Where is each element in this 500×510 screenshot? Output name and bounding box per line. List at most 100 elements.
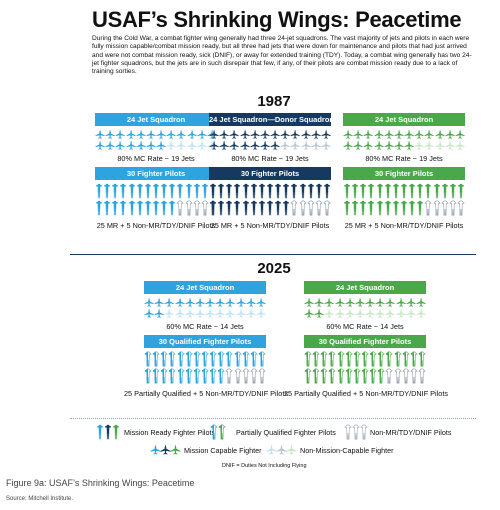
non-mr-pilot-icon	[234, 368, 241, 384]
mission-capable-jet-icon	[355, 297, 365, 307]
mission-capable-jet-icon	[424, 129, 434, 139]
partially-qualified-pilot-icon	[250, 351, 257, 367]
year-2025-label: 2025	[257, 260, 291, 277]
mission-capable-jet-icon	[115, 129, 125, 139]
mission-capable-jet-icon	[126, 129, 136, 139]
partially-qualified-pilot-icon	[201, 368, 209, 384]
partially-qualified-pilot-icon	[210, 424, 218, 440]
mission-capable-jet-icon	[270, 129, 280, 139]
mission-ready-pilot-icon	[218, 200, 225, 216]
mission-capable-jet-icon	[105, 140, 115, 150]
partially-qualified-pilot-icon	[345, 351, 352, 367]
mission-ready-pilot-icon	[344, 183, 350, 199]
mission-capable-jet-icon	[144, 308, 154, 318]
mission-ready-pilot-icon	[352, 183, 359, 199]
jet-caption: 80% MC Rate ~ 19 Jets	[365, 154, 443, 163]
mission-capable-jet-icon	[374, 129, 384, 139]
mission-capable-jet-icon	[154, 308, 164, 318]
non-mission-capable-jet-icon	[236, 308, 246, 318]
mission-ready-pilot-icon	[409, 200, 416, 216]
mission-ready-pilot-icon	[128, 183, 135, 199]
mission-capable-jet-icon	[304, 297, 314, 307]
mission-capable-jet-icon	[260, 140, 270, 150]
mission-capable-jet-icon	[375, 297, 385, 307]
mission-capable-jet-icon	[304, 308, 314, 318]
mission-ready-pilot-icon	[417, 183, 424, 199]
mission-ready-pilot-icon	[234, 200, 241, 216]
partially-qualified-pilot-icon	[329, 351, 336, 367]
non-mr-pilot-icon	[258, 368, 266, 384]
partially-qualified-pilot-icon	[361, 351, 369, 367]
mission-ready-pilot-icon	[153, 200, 159, 216]
mission-ready-pilot-icon	[275, 200, 282, 216]
mission-capable-jet-icon	[321, 129, 331, 139]
non-mr-pilot-icon	[433, 200, 440, 216]
mission-capable-jet-icon	[353, 129, 363, 139]
mission-capable-jet-icon	[343, 140, 353, 150]
jet-caption: 60% MC Rate ~ 14 Jets	[326, 322, 404, 331]
non-mission-capable-fighter-icon	[266, 443, 298, 457]
mission-capable-jet-icon	[209, 140, 219, 150]
mission-capable-jet-icon	[229, 140, 239, 150]
partially-qualified-pilot-icon	[209, 368, 217, 384]
partially-qualified-pilot-icon	[353, 368, 361, 384]
jet-squadron-header: 24 Jet Squadron	[144, 281, 266, 294]
mission-ready-pilot-icon	[360, 200, 367, 216]
mission-capable-jet-icon	[374, 140, 384, 150]
non-mission-capable-fighter-icon	[266, 444, 277, 455]
non-mr-pilot-icon	[250, 368, 257, 384]
jet-caption: 60% MC Rate ~ 14 Jets	[166, 322, 244, 331]
non-mr-pilot-icon	[193, 200, 200, 216]
partially-qualified-pilot-icon	[321, 351, 328, 367]
partially-qualified-pilot-icon	[313, 351, 320, 367]
partially-qualified-pilot-icon	[242, 351, 249, 367]
mission-capable-jet-icon	[197, 129, 207, 139]
partially-qualified-pilot-icon	[410, 351, 417, 367]
non-mission-capable-fighter-icon	[286, 444, 297, 455]
mission-ready-pilot-icon	[458, 183, 464, 199]
non-mission-capable-jet-icon	[406, 308, 416, 318]
mission-ready-pilot-icon	[267, 200, 273, 216]
jet-grid	[95, 129, 217, 151]
mission-capable-jet-icon	[136, 140, 146, 150]
non-mission-capable-jet-icon	[166, 140, 176, 150]
non-mr-pilot-icon	[344, 424, 368, 440]
partially-qualified-pilot-icon	[386, 351, 393, 367]
non-mission-capable-jet-icon	[355, 308, 365, 318]
partially-qualified-pilot-icon	[329, 368, 336, 384]
partially-qualified-pilot-icon	[161, 351, 168, 367]
mission-ready-pilot-icon	[425, 183, 432, 199]
mission-capable-jet-icon	[385, 297, 395, 307]
partially-qualified-pilot-icon	[144, 368, 152, 384]
pilot-caption: 25 Partially Qualified + 5 Non-MR/TDY/DN…	[124, 389, 289, 398]
mission-ready-pilot-icon	[368, 183, 375, 199]
non-mr-pilot-icon	[299, 200, 306, 216]
non-mission-capable-jet-icon	[280, 140, 290, 150]
mission-ready-pilot-icon	[161, 183, 168, 199]
mission-ready-pilot-icon	[409, 183, 416, 199]
mission-capable-jet-icon	[95, 129, 105, 139]
mission-capable-jet-icon	[324, 297, 334, 307]
non-mission-capable-jet-icon	[375, 308, 385, 318]
mission-capable-jet-icon	[187, 129, 197, 139]
mission-ready-pilot-icon	[210, 200, 216, 216]
mission-ready-pilot-icon	[96, 200, 102, 216]
mission-ready-pilot-icon	[105, 424, 111, 440]
partially-qualified-pilot-icon	[345, 368, 352, 384]
non-mission-capable-jet-icon	[311, 140, 321, 150]
mission-ready-pilot-icon	[392, 200, 399, 216]
non-mission-capable-jet-icon	[455, 140, 465, 150]
jet-squadron-header: 24 Jet Squadron	[304, 281, 426, 294]
mission-capable-jet-icon	[219, 140, 229, 150]
mission-capable-jet-icon	[207, 129, 217, 139]
mission-capable-jet-icon	[136, 129, 146, 139]
pilot-caption: 25 MR + 5 Non-MR/TDY/DNIF Pilots	[96, 221, 216, 230]
intro-paragraph: During the Cold War, a combat fighter wi…	[92, 35, 472, 76]
mission-capable-jet-icon	[250, 140, 260, 150]
non-mr-pilot-icon	[242, 368, 249, 384]
mission-capable-jet-icon	[384, 129, 394, 139]
mission-capable-jet-icon	[394, 129, 404, 139]
partially-qualified-pilot-icon	[218, 368, 225, 384]
partially-qualified-pilot-icon	[169, 368, 176, 384]
mission-capable-jet-icon	[105, 129, 115, 139]
